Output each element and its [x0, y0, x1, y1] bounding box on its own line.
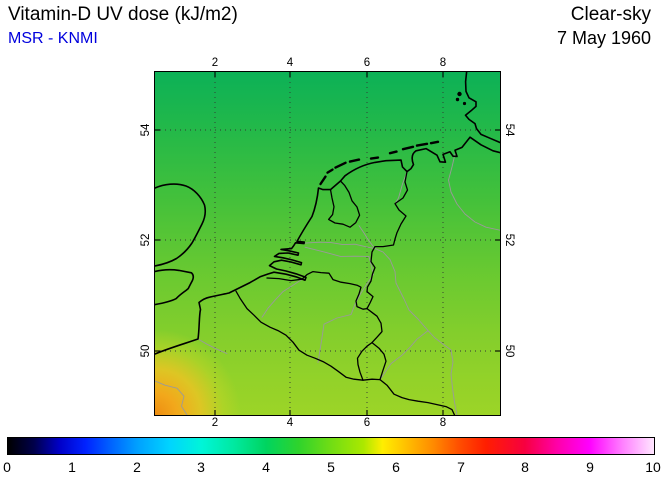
wangerooge-island — [429, 140, 440, 145]
fr-de-border — [379, 378, 456, 415]
lat-tick-label-left: 54 — [140, 123, 152, 137]
colorbar-tick-label: 7 — [457, 459, 465, 475]
lon-tick-label-top: 6 — [363, 57, 371, 69]
colorbar — [7, 437, 655, 455]
ems-river — [394, 171, 408, 205]
lat-tick-label-right: 54 — [503, 123, 515, 137]
coastlines — [155, 72, 500, 355]
borkum-island — [388, 150, 398, 155]
lon-tick-label-top: 4 — [286, 57, 294, 69]
colorbar-tick-label: 10 — [645, 459, 661, 475]
england-east-coastline — [155, 183, 207, 267]
continental-coastline — [155, 136, 500, 355]
langeoog-island — [415, 142, 429, 147]
german-bight-north-coastline — [464, 72, 500, 144]
colorbar-tick-label: 3 — [197, 459, 205, 475]
foehr-island — [457, 91, 462, 97]
lon-tick-label-bottom: 2 — [211, 417, 219, 429]
ameland-island — [348, 158, 361, 163]
moselle-river — [379, 330, 429, 381]
colorbar-tick-label: 8 — [521, 459, 529, 475]
luxembourg-border — [356, 341, 387, 381]
colorbar-gradient — [8, 438, 654, 454]
be-de-border — [366, 307, 383, 344]
meuse-river — [304, 246, 374, 364]
texel-island — [319, 175, 327, 186]
lon-tick-label-bottom: 8 — [439, 417, 447, 429]
vlieland-island — [326, 168, 334, 174]
lat-tick-label-right: 50 — [503, 344, 515, 358]
coastline-borders-overlay — [155, 72, 500, 415]
amrum-island — [455, 97, 460, 102]
grid-lines — [155, 72, 500, 415]
lat-tick-label-left: 50 — [140, 344, 152, 358]
weser-river — [448, 153, 500, 231]
map-panel — [154, 71, 501, 416]
country-borders — [235, 170, 456, 415]
norderney-island — [401, 145, 415, 151]
scheldt-river — [261, 278, 303, 318]
lat-tick-label-right: 52 — [503, 233, 515, 247]
colorbar-tick-label: 9 — [586, 459, 594, 475]
be-fr-border — [235, 290, 364, 381]
colorbar-tick-label: 4 — [262, 459, 270, 475]
lat-tick-label-left: 52 — [140, 233, 152, 247]
date-label: 7 May 1960 — [556, 28, 651, 48]
seine-river — [155, 380, 188, 415]
page-title: Vitamin-D UV dose (kJ/m2) — [8, 4, 238, 25]
colorbar-tick-label: 5 — [327, 459, 335, 475]
somme-river — [197, 338, 228, 355]
rivers — [155, 153, 500, 415]
nl-de-border — [366, 170, 409, 310]
lon-tick-label-bottom: 6 — [363, 417, 371, 429]
lon-tick-label-bottom: 4 — [286, 417, 294, 429]
colorbar-tick-label: 1 — [68, 459, 76, 475]
ijssel-river — [358, 225, 376, 250]
colorbar-tick-label: 6 — [392, 459, 400, 475]
lon-tick-label-top: 2 — [211, 57, 219, 69]
kent-thames-coastline — [155, 268, 195, 306]
rhine-river — [302, 241, 458, 415]
schiermonnikoog-island — [369, 156, 380, 160]
pellworm-island — [462, 101, 467, 106]
nl-be-border — [266, 270, 368, 310]
frame-tick-marks — [155, 72, 500, 415]
colorbar-tick-label: 0 — [3, 459, 11, 475]
uv-field-shading — [155, 72, 500, 415]
colorbar-tick-label: 2 — [133, 459, 141, 475]
lon-tick-label-top: 8 — [439, 57, 447, 69]
terschelling-island — [334, 161, 347, 169]
ijsselmeer-outline — [327, 180, 361, 228]
data-source-label: MSR - KNMI — [8, 30, 98, 47]
sky-condition-label: Clear-sky — [570, 4, 651, 25]
wadden-islands — [319, 91, 467, 186]
